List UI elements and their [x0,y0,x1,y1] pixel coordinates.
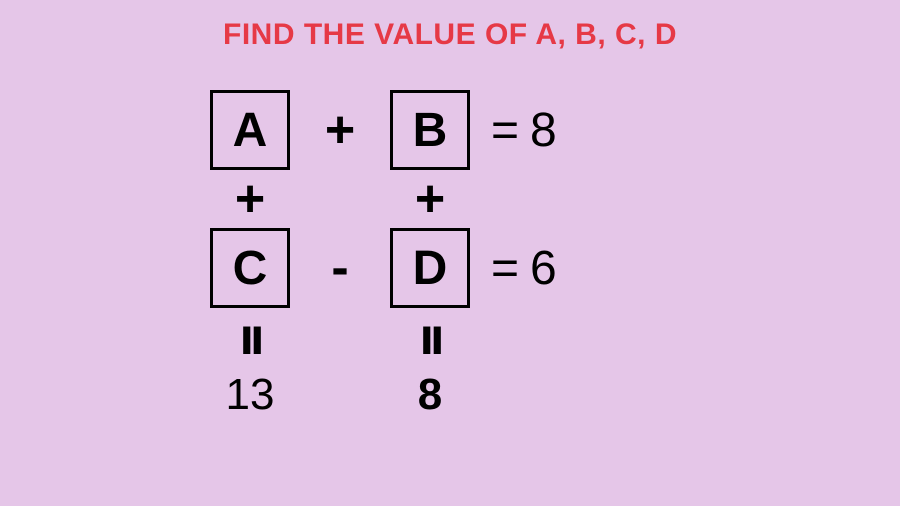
box-d: D [390,228,470,308]
vertical-equals: ıı [390,307,470,367]
plus-operator: + [210,169,290,229]
result-col-2: 8 [390,370,470,420]
box-a: A [210,90,290,170]
minus-operator: - [290,238,390,298]
column-results-row: 13 8 [210,366,690,424]
box-c: C [210,228,290,308]
result-col-1: 13 [210,370,290,420]
plus-operator: + [390,169,470,229]
equation-row-1: A + B = 8 [210,90,690,170]
equation-row-2: C - D = 6 [210,228,690,308]
plus-operator: + [290,100,390,160]
puzzle-title: FIND THE VALUE OF A, B, C, D [223,18,677,52]
vertical-equals-row: ıı ıı [210,308,690,366]
puzzle-grid: A + B = 8 + + C - D = 6 ıı ıı 13 8 [210,90,690,424]
result-row-2: 6 [530,241,557,296]
vertical-operators-row: + + [210,170,690,228]
result-row-1: 8 [530,103,557,158]
box-b: B [390,90,470,170]
equals-sign: = [470,241,530,296]
vertical-equals: ıı [210,307,290,367]
equals-sign: = [470,103,530,158]
